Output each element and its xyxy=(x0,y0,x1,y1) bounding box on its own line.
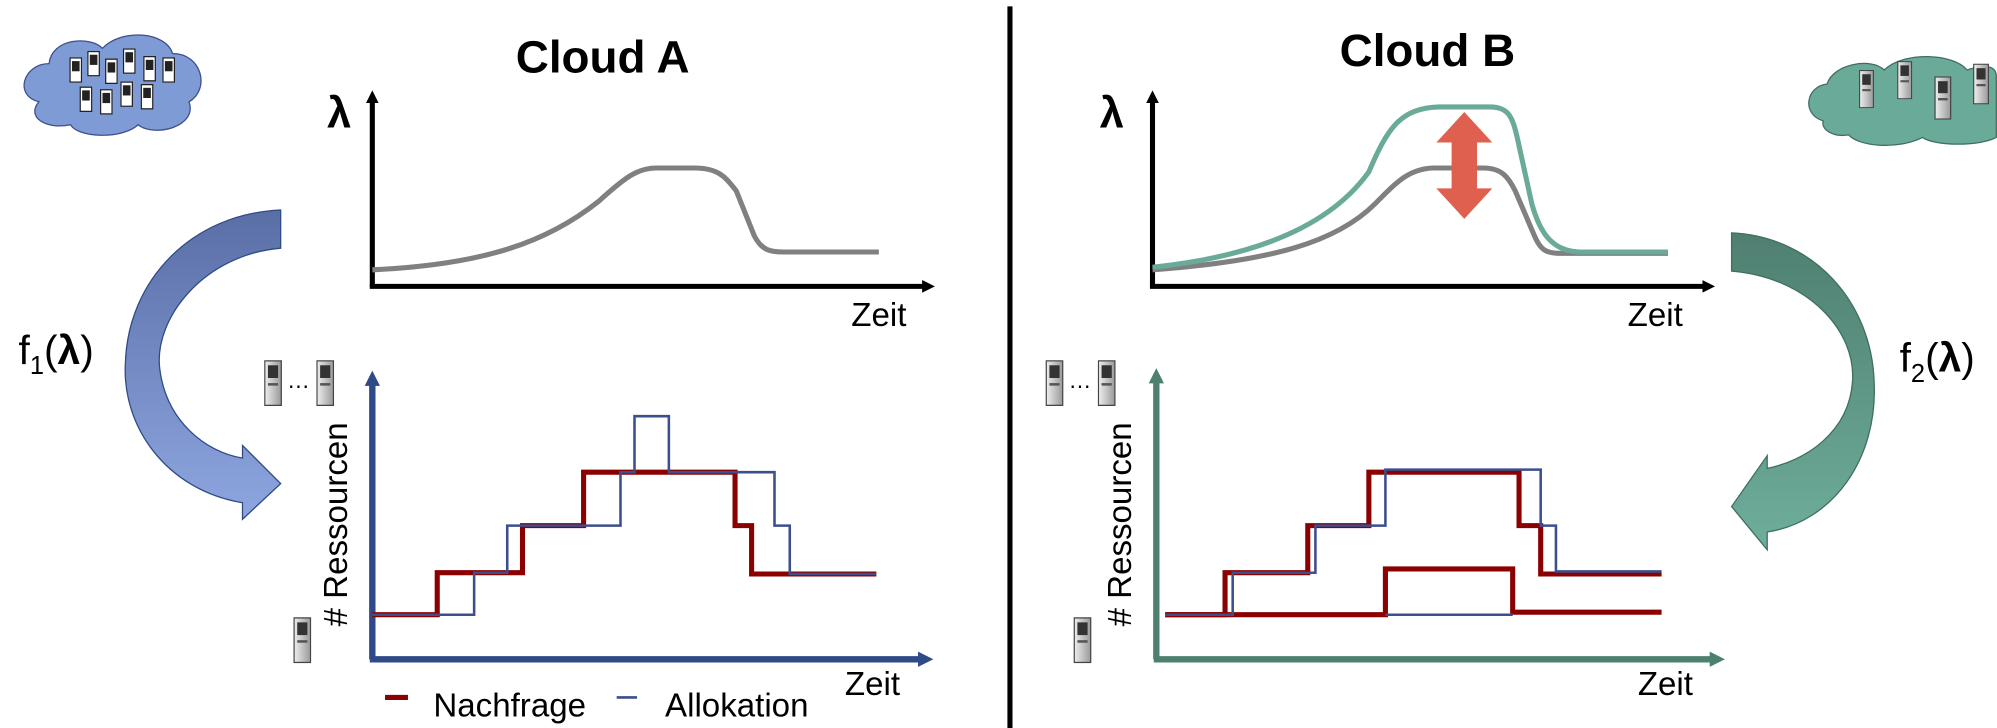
y-label: λ xyxy=(327,89,351,137)
fn-open: ( xyxy=(44,327,58,373)
function-label: f2(λ) xyxy=(1900,335,1975,388)
server-icon xyxy=(1074,618,1091,663)
server-icon xyxy=(294,618,311,663)
server-icon xyxy=(1098,361,1115,406)
fn-open: ( xyxy=(1925,335,1939,381)
load-curve-b xyxy=(1153,107,1668,267)
allocation-line xyxy=(372,416,876,615)
ellipsis: … xyxy=(287,367,310,393)
function-label: f1(λ) xyxy=(19,327,94,380)
fn-close: ) xyxy=(1961,335,1975,381)
demand-line xyxy=(372,472,876,615)
legend-label: Allokation xyxy=(665,688,808,725)
fn-argument: λ xyxy=(58,327,81,373)
x-label: Zeit xyxy=(845,666,900,703)
y-label: # Ressourcen xyxy=(1102,422,1139,626)
server-icon xyxy=(265,361,282,406)
panel-a: Cloud A λ Zeit f1(λ) # Ressourcen Zeit …… xyxy=(19,32,930,725)
cloud-icon xyxy=(24,35,201,135)
fn-close: ) xyxy=(80,327,94,373)
fn-prefix: f xyxy=(1900,335,1912,381)
mapping-arrow xyxy=(1732,233,1875,550)
panel-b: Cloud B λ Zeit f2(λ) # Ressourcen Zeit … xyxy=(1046,25,1996,703)
panel-title: Cloud B xyxy=(1340,25,1516,76)
panel-title: Cloud A xyxy=(516,32,690,83)
ellipsis: … xyxy=(1069,367,1092,393)
fn-argument: λ xyxy=(1939,335,1962,381)
fn-subscript: 1 xyxy=(30,352,44,380)
diagram: Cloud A λ Zeit f1(λ) # Ressourcen Zeit …… xyxy=(0,0,1997,728)
allocation-line xyxy=(1165,470,1661,615)
y-label: # Ressourcen xyxy=(318,422,355,626)
x-label: Zeit xyxy=(1638,666,1693,703)
x-label: Zeit xyxy=(851,297,906,334)
server-icon xyxy=(317,361,334,406)
legend-label: Nachfrage xyxy=(433,688,586,725)
fn-prefix: f xyxy=(19,327,31,373)
load-curve xyxy=(372,168,879,270)
fn-subscript: 2 xyxy=(1911,360,1925,388)
server-icon xyxy=(1046,361,1063,406)
y-label: λ xyxy=(1100,89,1124,137)
demand-line xyxy=(1165,472,1661,615)
x-label: Zeit xyxy=(1628,297,1683,334)
mapping-arrow xyxy=(125,210,280,519)
